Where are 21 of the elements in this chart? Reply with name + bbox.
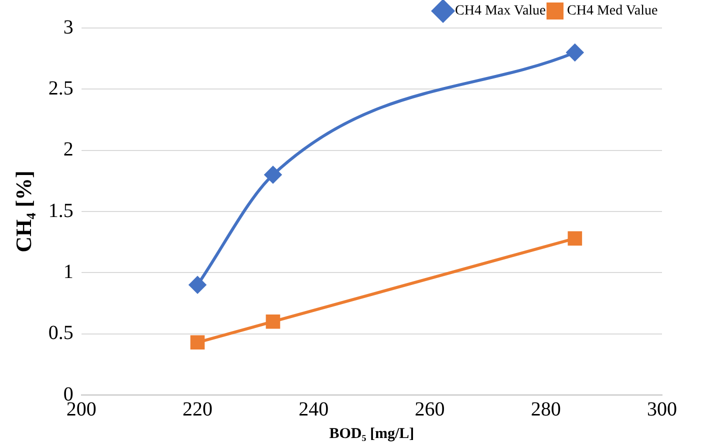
x-tick-label: 300 [647, 398, 677, 420]
y-tick-label: 2 [63, 138, 74, 161]
y-tick-label: 1.5 [48, 200, 74, 222]
y-axis-title: CH₄ [%] [10, 170, 36, 252]
point [568, 231, 582, 246]
y-tick-label: 0.5 [48, 322, 74, 344]
legend-label: CH4 Med Value [567, 4, 658, 19]
point [266, 314, 280, 329]
point [264, 166, 282, 184]
point [189, 276, 206, 294]
x-tick-label: 240 [298, 398, 329, 420]
y-tick-label: 1 [63, 260, 74, 283]
x-tick-label: 280 [530, 398, 561, 420]
x-axis-title: BOD₅ [mg/L] [329, 426, 414, 442]
y-tick-label: 3 [63, 16, 74, 38]
point [190, 335, 205, 350]
legend-label: CH4 Max Value [455, 4, 546, 19]
x-tick-label: 260 [414, 398, 445, 420]
point [566, 44, 584, 61]
y-tick-label: 2.5 [48, 77, 74, 100]
x-tick-label: 220 [182, 398, 213, 420]
